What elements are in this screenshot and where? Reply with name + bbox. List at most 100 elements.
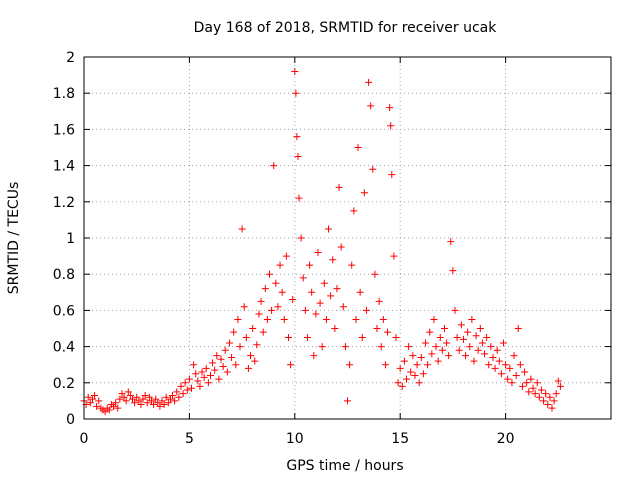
data-point xyxy=(171,397,179,405)
y-tick-label: 1.8 xyxy=(53,86,75,102)
data-point xyxy=(466,343,474,351)
y-tick-label: 0.2 xyxy=(53,376,75,392)
data-point xyxy=(407,368,415,376)
data-point xyxy=(217,355,225,363)
data-point xyxy=(240,303,248,311)
data-point xyxy=(518,382,526,390)
data-point xyxy=(105,406,113,414)
data-point xyxy=(489,353,497,361)
y-tick-label: 0.4 xyxy=(53,340,75,356)
data-point xyxy=(394,379,402,387)
data-point xyxy=(327,292,335,300)
data-point xyxy=(306,261,314,269)
data-point xyxy=(202,364,210,372)
data-point xyxy=(483,334,491,342)
data-point xyxy=(487,343,495,351)
data-point xyxy=(318,343,326,351)
data-point xyxy=(390,252,398,260)
data-point xyxy=(268,306,276,314)
data-point xyxy=(548,404,556,412)
data-point xyxy=(329,256,337,264)
data-point xyxy=(242,334,250,342)
data-point xyxy=(310,352,318,360)
data-point xyxy=(360,189,368,197)
data-point xyxy=(470,357,478,365)
data-point xyxy=(356,288,364,296)
data-point xyxy=(238,225,246,233)
data-point xyxy=(86,399,94,407)
data-point xyxy=(295,194,303,202)
x-tick-label: 15 xyxy=(391,431,409,447)
data-point xyxy=(194,377,202,385)
data-point xyxy=(308,288,316,296)
data-point xyxy=(158,397,166,405)
data-point xyxy=(367,102,375,110)
data-point xyxy=(432,343,440,351)
data-point xyxy=(491,364,499,372)
data-point xyxy=(546,393,554,401)
data-point xyxy=(485,361,493,369)
data-point xyxy=(147,397,155,405)
data-point xyxy=(424,361,432,369)
data-point xyxy=(95,397,103,405)
data-point xyxy=(362,306,370,314)
data-point xyxy=(497,370,505,378)
data-point xyxy=(375,297,383,305)
data-point xyxy=(453,334,461,342)
data-point xyxy=(506,364,514,372)
data-point xyxy=(259,328,267,336)
data-point xyxy=(388,171,396,179)
y-tick-label: 0.8 xyxy=(53,267,75,283)
data-point xyxy=(552,390,560,398)
data-point xyxy=(523,379,531,387)
chart-title: Day 168 of 2018, SRMTID for receiver uca… xyxy=(194,20,498,36)
data-point xyxy=(177,382,185,390)
data-point xyxy=(257,297,265,305)
data-point xyxy=(354,144,362,151)
data-point xyxy=(320,279,328,287)
data-point xyxy=(225,339,233,347)
data-point xyxy=(156,402,164,410)
data-point xyxy=(154,399,162,407)
x-tick-label: 0 xyxy=(80,431,89,447)
data-point xyxy=(346,361,354,369)
data-point xyxy=(325,225,333,233)
data-point xyxy=(152,395,160,403)
data-point xyxy=(173,388,181,396)
data-point xyxy=(531,390,539,398)
data-point xyxy=(436,334,444,342)
data-point xyxy=(514,325,522,332)
data-point xyxy=(371,270,379,278)
data-point xyxy=(190,361,198,369)
data-point xyxy=(373,325,381,332)
data-point xyxy=(234,315,242,323)
data-point xyxy=(358,334,366,342)
data-point xyxy=(455,346,463,354)
data-point xyxy=(331,325,339,332)
data-point xyxy=(278,288,286,296)
data-point xyxy=(232,361,240,369)
data-point xyxy=(221,346,229,354)
data-point xyxy=(179,390,187,398)
data-point xyxy=(166,395,174,403)
data-point xyxy=(443,339,451,347)
y-axis-label: SRMTID / TECUs xyxy=(6,182,22,295)
data-point xyxy=(213,352,221,360)
data-point xyxy=(297,234,305,242)
data-point xyxy=(299,274,307,282)
data-point xyxy=(141,391,149,399)
data-point xyxy=(510,352,518,360)
data-point xyxy=(419,370,427,378)
data-point xyxy=(294,153,302,161)
data-point xyxy=(415,379,423,387)
data-point xyxy=(145,393,153,401)
x-tick-label: 5 xyxy=(185,431,194,447)
data-point xyxy=(162,393,170,401)
data-point xyxy=(396,364,404,372)
data-point xyxy=(554,377,562,385)
data-point xyxy=(188,384,196,392)
data-point xyxy=(499,339,507,347)
data-point xyxy=(537,386,545,394)
data-point xyxy=(400,357,408,365)
data-point xyxy=(462,352,470,360)
